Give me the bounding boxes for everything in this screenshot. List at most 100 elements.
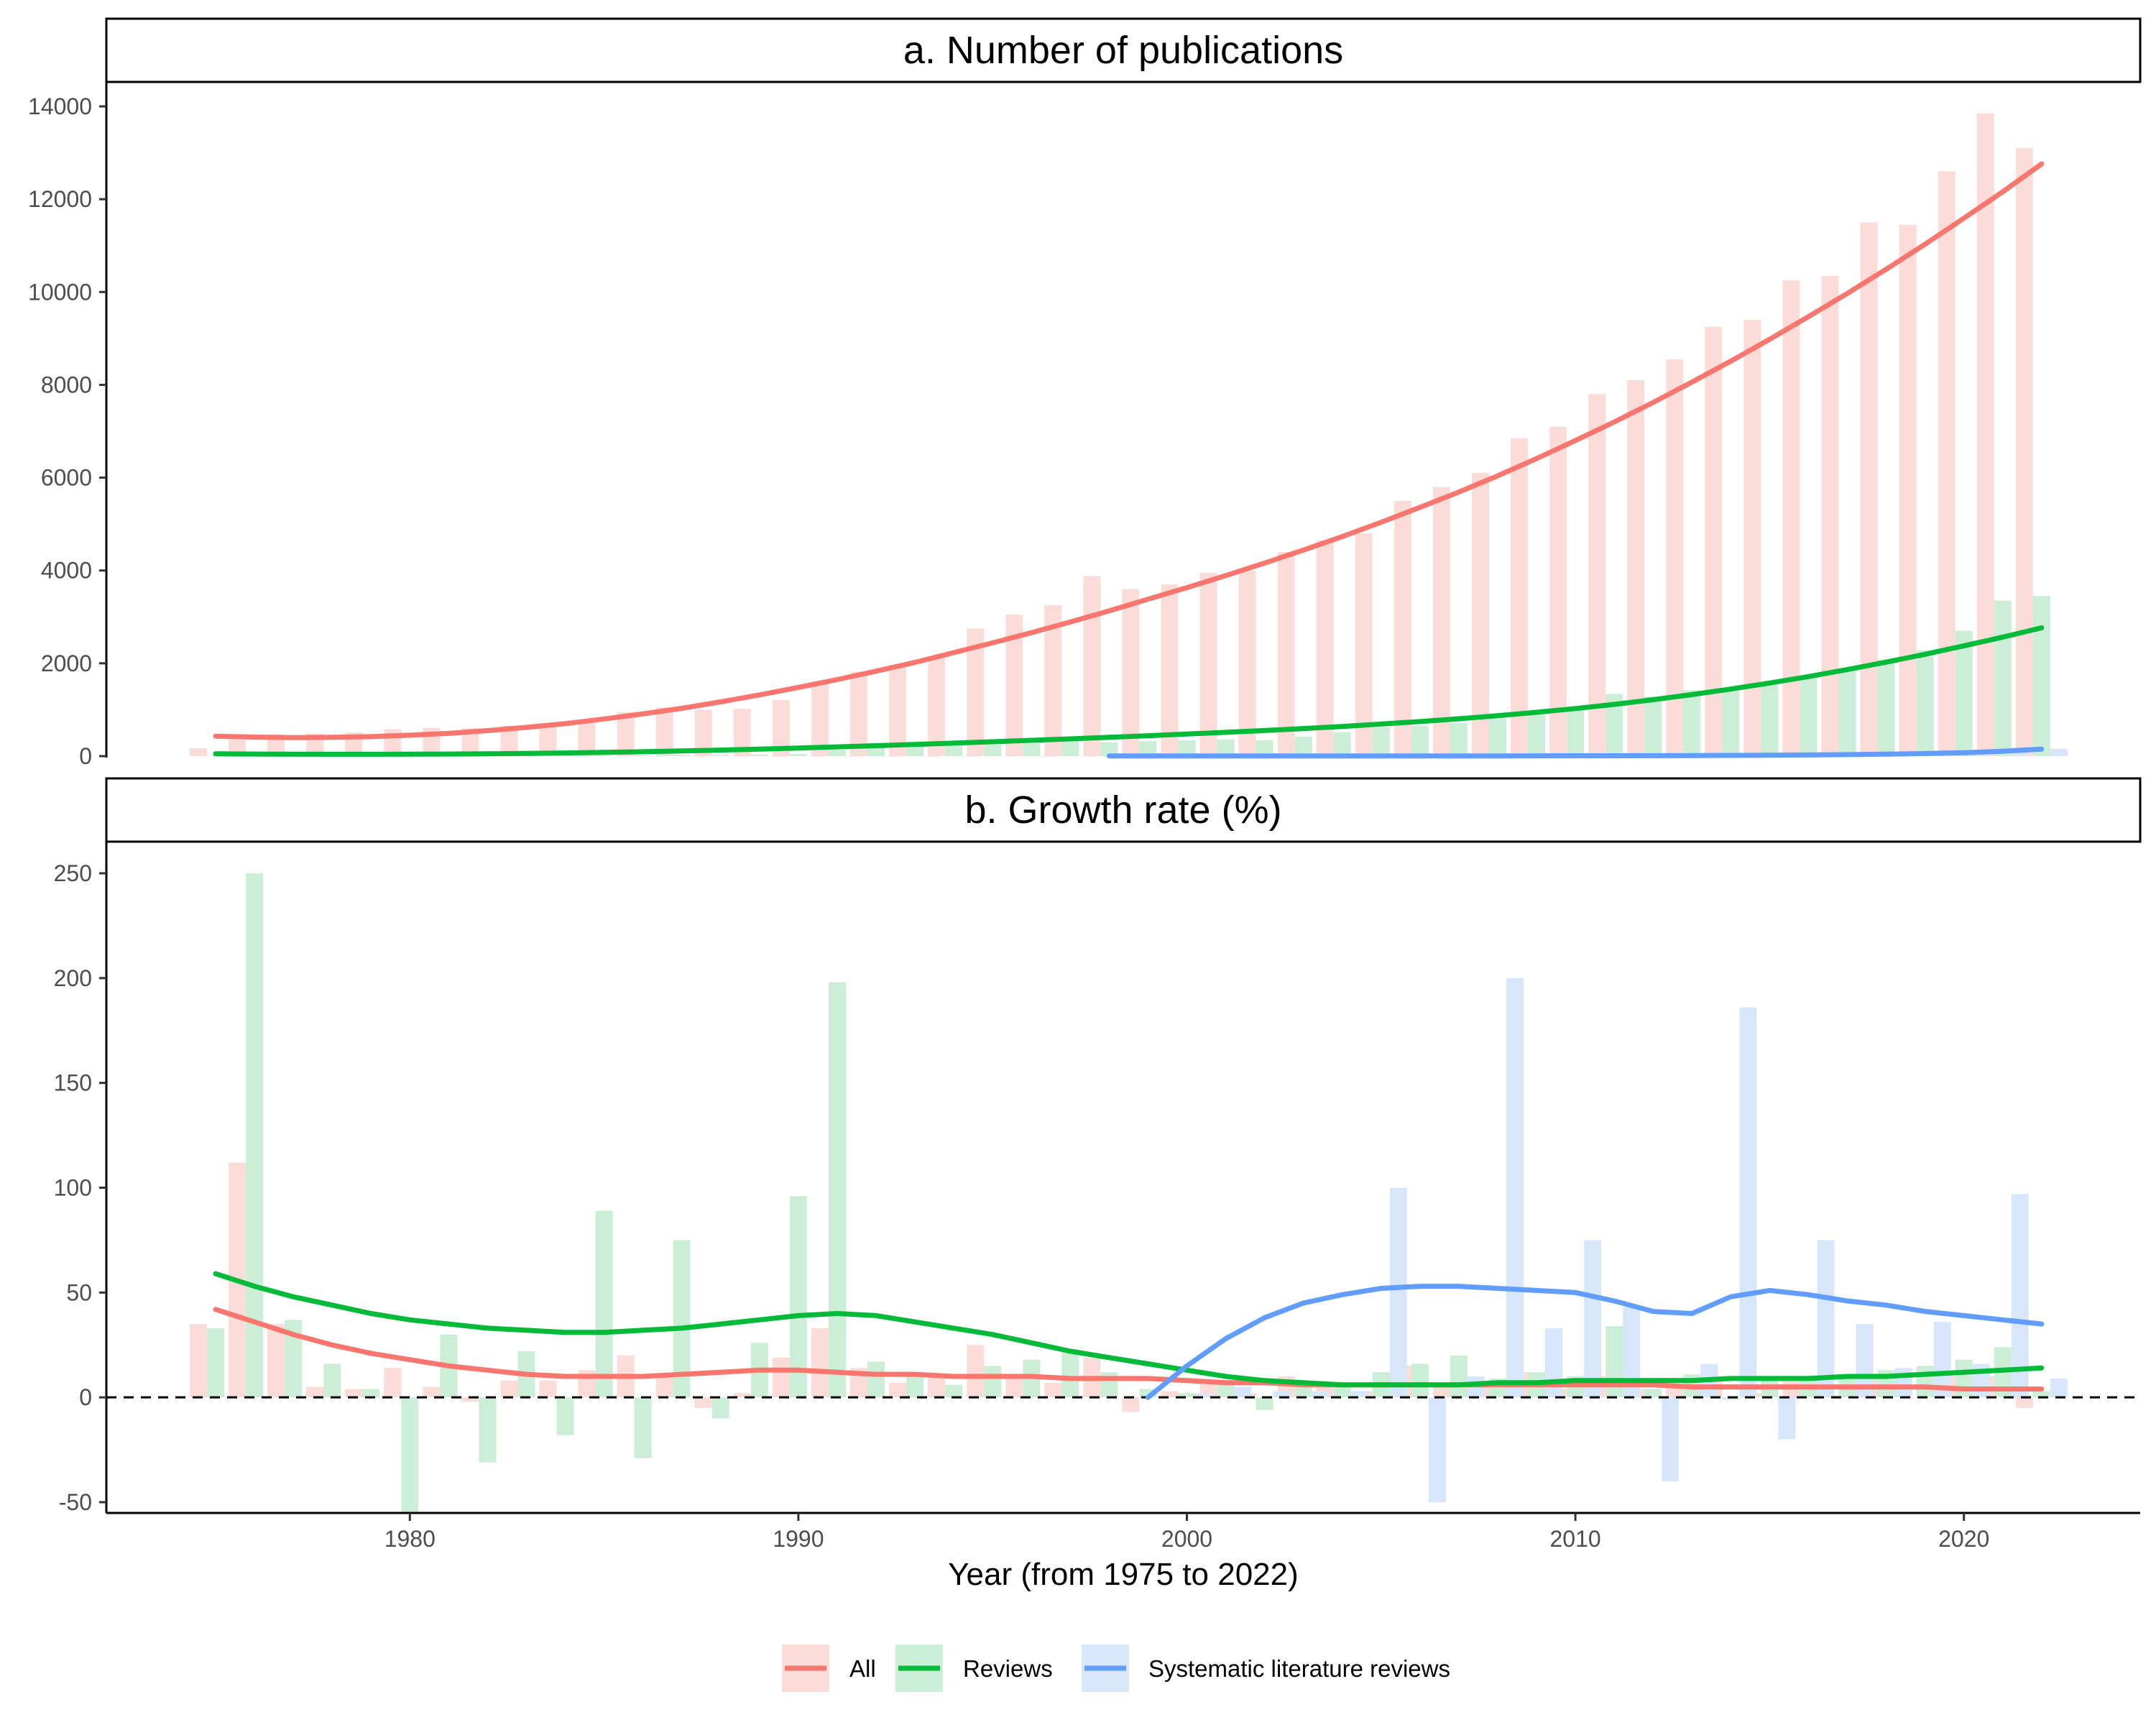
y-tick-label: 2000 xyxy=(41,650,92,676)
bar-systematic-literature-reviews-2014 xyxy=(1739,1007,1757,1398)
bar-reviews-1997 xyxy=(1061,1349,1079,1398)
bar-all-1999 xyxy=(1122,589,1140,756)
bar-reviews-2016 xyxy=(1800,677,1818,756)
panel-a-title: a. Number of publications xyxy=(903,29,1343,72)
bar-reviews-1979 xyxy=(362,1389,380,1398)
bar-reviews-2007 xyxy=(1450,722,1468,756)
y-tick-label: 6000 xyxy=(41,465,92,491)
bar-reviews-1997 xyxy=(1061,740,1079,756)
bar-all-2016 xyxy=(1782,280,1800,757)
legend: All Reviews Systematic literature review… xyxy=(782,1644,1450,1692)
y-tick-label: 4000 xyxy=(41,558,92,584)
bar-systematic-literature-reviews-2002 xyxy=(1273,1391,1291,1398)
bar-all-2008 xyxy=(1472,473,1489,756)
panel-a-strip xyxy=(105,17,2142,83)
bar-systematic-literature-reviews-1996 xyxy=(1040,756,1058,757)
bar-reviews-2004 xyxy=(1333,1384,1351,1398)
bar-reviews-1999 xyxy=(1139,741,1157,756)
bar-reviews-1985 xyxy=(595,755,613,756)
bar-all-2007 xyxy=(1432,1384,1450,1398)
trend-line-all xyxy=(213,161,2045,740)
bar-reviews-1991 xyxy=(829,982,846,1398)
bar-all-2019 xyxy=(1899,224,1917,756)
bar-reviews-1980 xyxy=(401,1397,419,1513)
bar-systematic-literature-reviews-2005 xyxy=(1389,1187,1407,1398)
x-axis-title: Year (from 1975 to 2022) xyxy=(948,1557,1299,1592)
bar-reviews-1986 xyxy=(634,1397,652,1458)
bar-reviews-2005 xyxy=(1372,727,1390,756)
bar-reviews-1993 xyxy=(906,1374,924,1398)
bar-reviews-2000 xyxy=(1178,1393,1196,1398)
bar-reviews-2022 xyxy=(2032,1391,2050,1398)
bar-reviews-2006 xyxy=(1411,1363,1429,1398)
bar-reviews-1989 xyxy=(750,754,768,756)
bar-reviews-2019 xyxy=(1916,1366,1934,1398)
bar-all-1982 xyxy=(461,1397,479,1402)
trend-line-systematic-literature-reviews xyxy=(1106,746,2045,759)
panel-a-bars xyxy=(190,113,2068,757)
bar-systematic-literature-reviews-1984 xyxy=(573,756,591,757)
bar-systematic-literature-reviews-2012 xyxy=(1662,1397,1680,1481)
bar-systematic-literature-reviews-1995 xyxy=(1001,756,1019,757)
bar-all-2014 xyxy=(1705,326,1723,756)
bar-reviews-1988 xyxy=(711,755,729,756)
bar-systematic-literature-reviews-1989 xyxy=(768,756,786,757)
bar-systematic-literature-reviews-2000 xyxy=(1195,1393,1213,1398)
bar-systematic-literature-reviews-1990 xyxy=(806,756,824,757)
panel-a-trend-lines xyxy=(213,161,2045,759)
y-tick-label: 0 xyxy=(79,1384,92,1410)
bar-systematic-literature-reviews-2015 xyxy=(1778,1397,1796,1440)
bar-systematic-literature-reviews-1988 xyxy=(729,756,747,757)
y-tick-label: 12000 xyxy=(28,186,92,212)
bar-all-1988 xyxy=(694,1397,712,1408)
bar-all-1978 xyxy=(306,1386,324,1398)
panel-b-bars xyxy=(190,873,2068,1513)
legend-label-slr: Systematic literature reviews xyxy=(1148,1655,1450,1682)
panel-a: a. Number of publications 0 2000 4000 6000 8… xyxy=(28,17,2142,769)
bar-reviews-2001 xyxy=(1217,739,1235,756)
x-tick-label: 2000 xyxy=(1161,1526,1212,1552)
bar-all-1977 xyxy=(267,1324,285,1398)
bar-systematic-literature-reviews-2018 xyxy=(1894,1368,1912,1398)
bar-systematic-literature-reviews-2021 xyxy=(2011,1194,2029,1398)
legend-label-reviews: Reviews xyxy=(963,1655,1053,1682)
bar-systematic-literature-reviews-2004 xyxy=(1350,1391,1368,1398)
bar-all-2017 xyxy=(1821,275,1839,756)
bar-reviews-2009 xyxy=(1528,712,1545,756)
bar-reviews-2002 xyxy=(1256,1397,1273,1410)
x-tick-label: 1980 xyxy=(384,1526,436,1552)
bar-systematic-literature-reviews-1983 xyxy=(535,756,553,757)
bar-reviews-2018 xyxy=(1877,659,1895,756)
bar-all-2003 xyxy=(1277,551,1295,756)
bar-reviews-1991 xyxy=(829,750,846,756)
bar-reviews-2000 xyxy=(1178,740,1196,756)
bar-all-2018 xyxy=(1860,222,1878,756)
bar-reviews-2010 xyxy=(1567,709,1585,756)
x-tick-label: 2010 xyxy=(1550,1526,1601,1552)
bar-all-2000 xyxy=(1161,1391,1179,1398)
bar-all-2015 xyxy=(1743,320,1761,756)
bar-systematic-literature-reviews-1992 xyxy=(885,756,902,757)
bar-reviews-2019 xyxy=(1916,650,1934,756)
legend-label-all: All xyxy=(849,1655,876,1682)
trend-line-systematic-literature-reviews xyxy=(1145,1284,2045,1400)
bar-all-2006 xyxy=(1393,500,1411,756)
bar-reviews-2012 xyxy=(1644,696,1662,756)
bar-all-2010 xyxy=(1549,426,1567,756)
y-tick-label: 50 xyxy=(66,1279,92,1305)
bar-systematic-literature-reviews-1993 xyxy=(923,756,941,757)
bar-reviews-1987 xyxy=(673,755,691,756)
bar-reviews-1982 xyxy=(479,1397,497,1463)
bar-all-1992 xyxy=(850,671,867,756)
bar-reviews-1995 xyxy=(984,1366,1002,1398)
bar-all-1975 xyxy=(190,1324,207,1398)
trend-line-reviews xyxy=(213,625,2045,757)
bar-reviews-1992 xyxy=(867,747,885,756)
bar-reviews-1999 xyxy=(1139,1389,1157,1398)
trend-line-all xyxy=(213,1307,2045,1392)
bar-reviews-1976 xyxy=(246,873,264,1398)
bar-systematic-literature-reviews-1994 xyxy=(962,756,980,757)
x-tick-label: 1990 xyxy=(773,1526,824,1552)
bar-all-1994 xyxy=(928,1376,946,1398)
